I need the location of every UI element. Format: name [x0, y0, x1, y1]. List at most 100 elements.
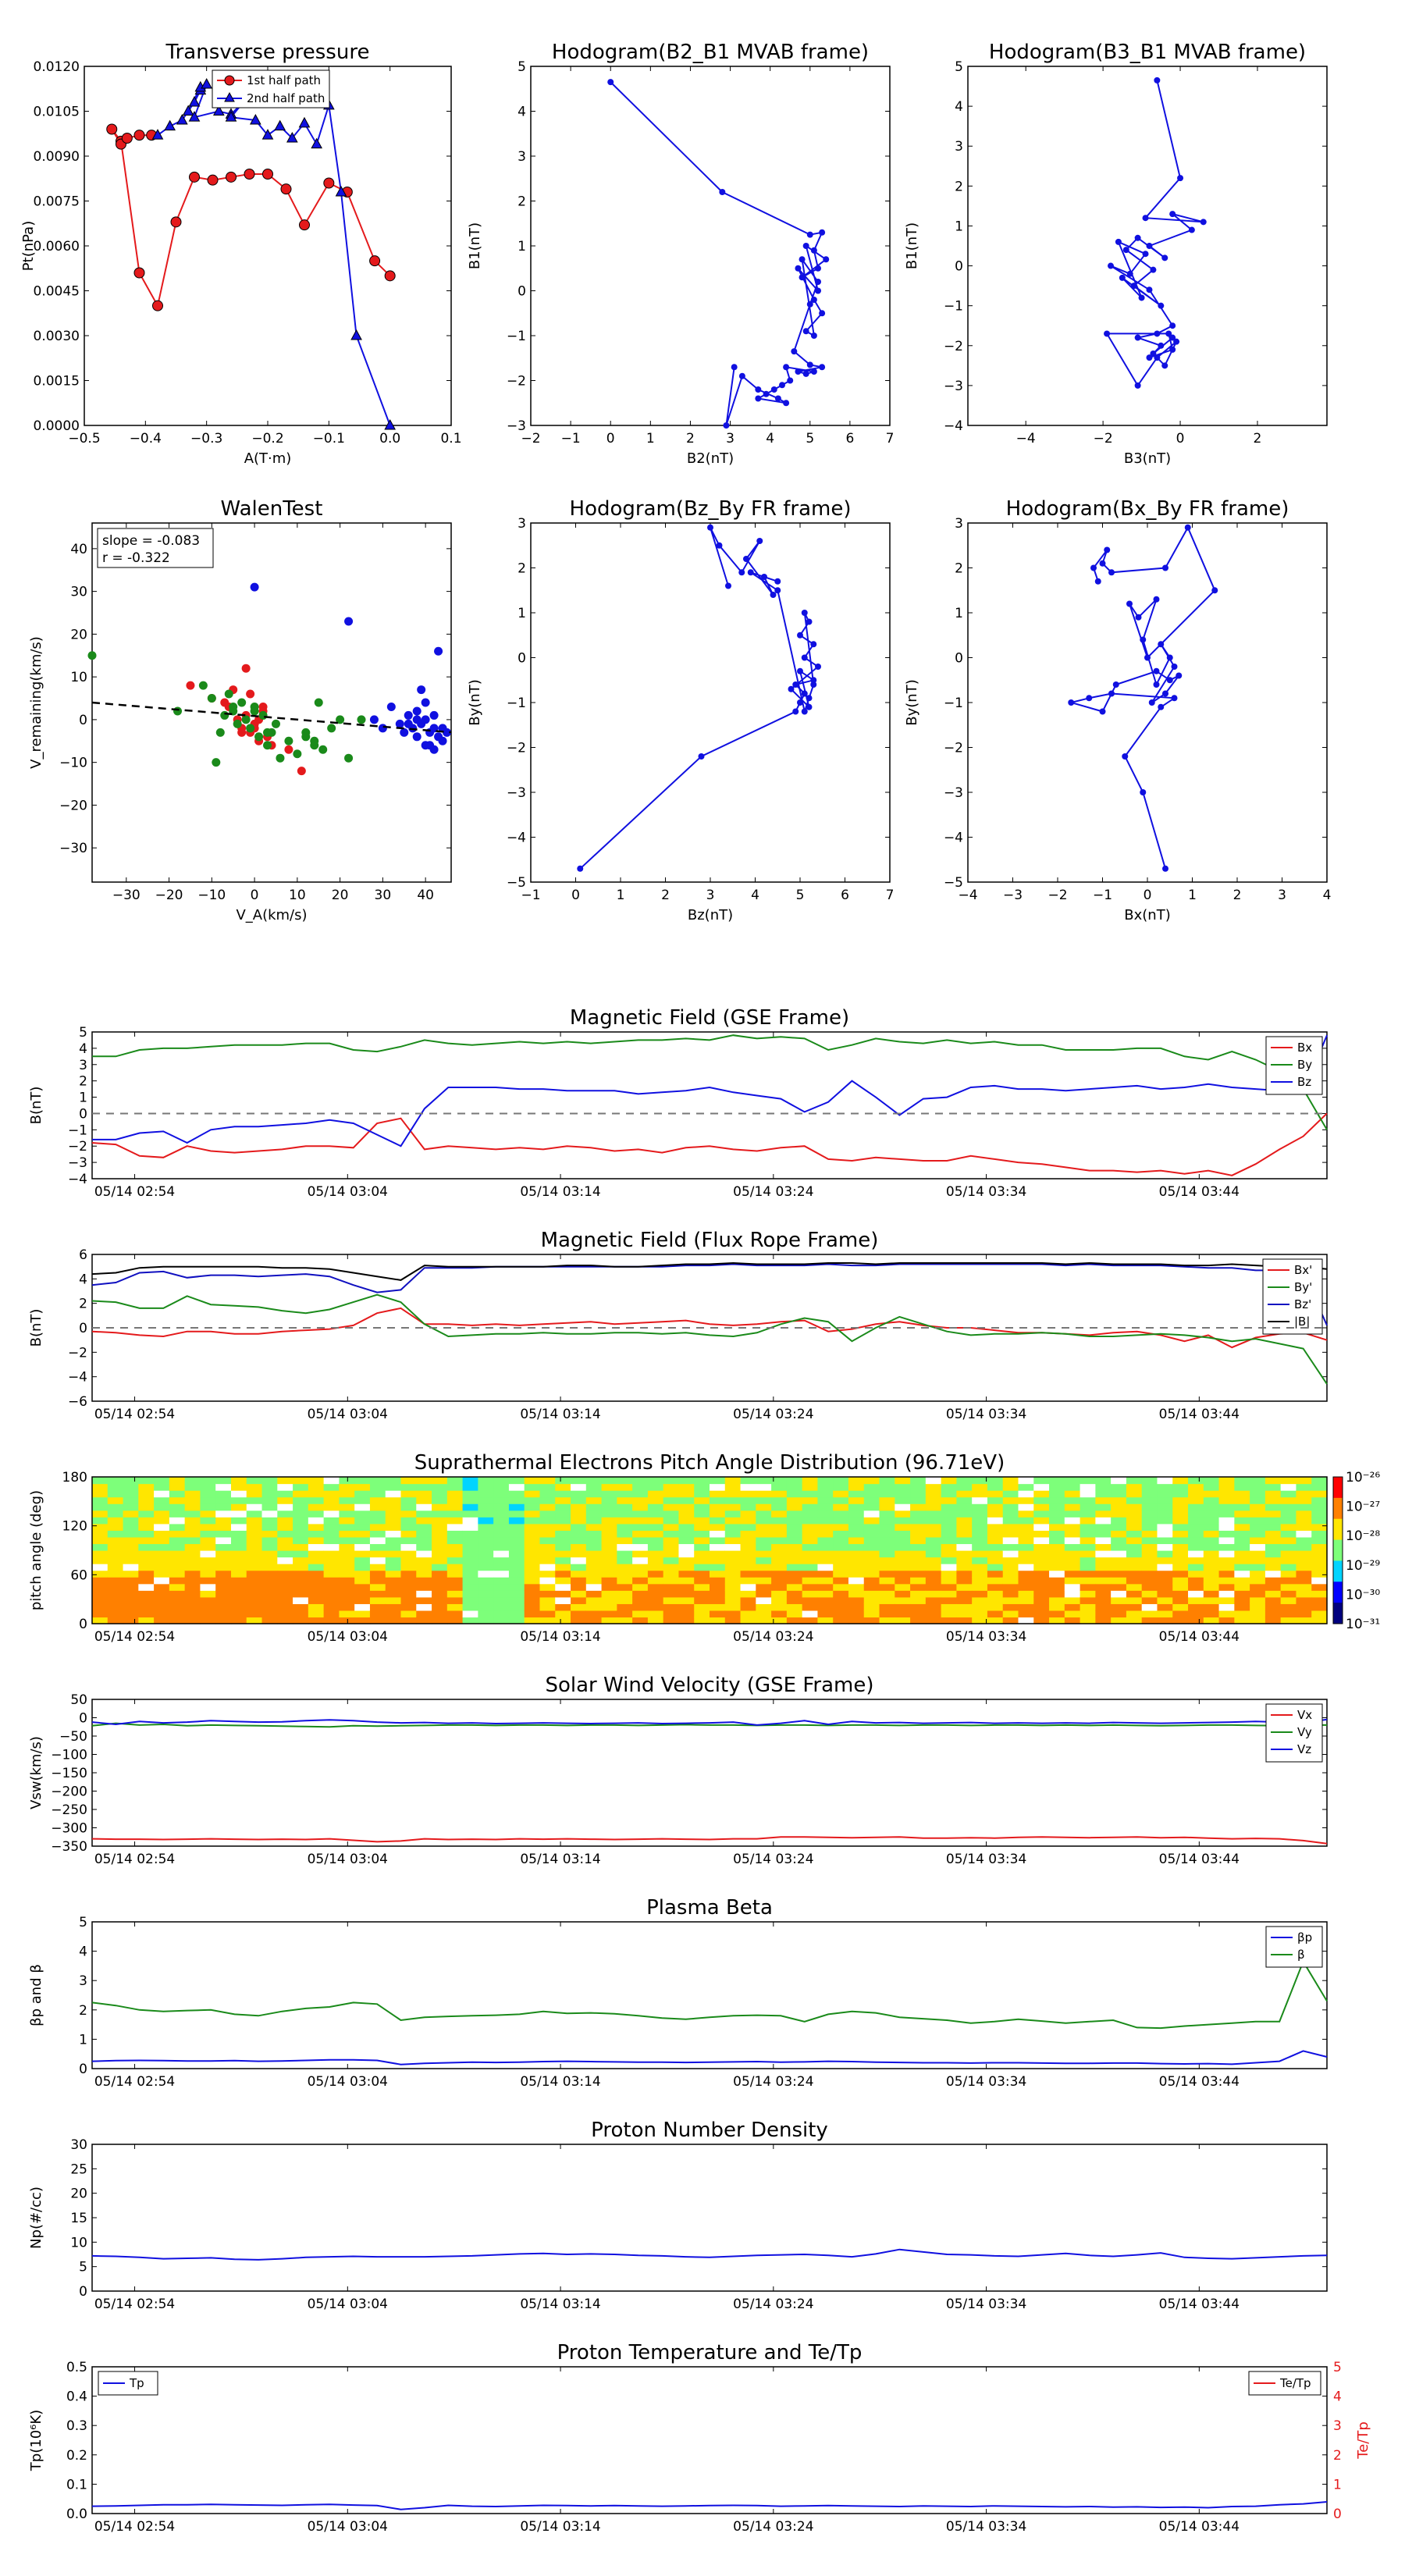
pad-cell-57-7: [972, 1570, 988, 1578]
pad-cell-8-20: [215, 1483, 232, 1491]
pad-cell-61-18: [1033, 1496, 1050, 1504]
pad-cell-60-11: [1018, 1543, 1034, 1551]
pad-cell-29-6: [539, 1577, 556, 1585]
pad-cell-7-14: [200, 1523, 216, 1531]
temp-ytick-label-2: 0.2: [66, 2448, 87, 2464]
pad-cell-35-18: [632, 1496, 649, 1504]
pad-cell-12-2: [277, 1603, 293, 1611]
pad-cell-6-21: [184, 1477, 201, 1485]
pad-cell-29-4: [539, 1590, 556, 1598]
pad-cell-36-16: [647, 1510, 664, 1517]
pad-cell-66-2: [1111, 1603, 1127, 1611]
pad-cell-43-17: [756, 1503, 772, 1511]
pad-cell-23-19: [446, 1490, 464, 1498]
pad-cell-69-2: [1157, 1603, 1173, 1611]
temp-ytick-label-3: 0.3: [66, 2418, 87, 2434]
mag-fr-ytick-label-5: 4: [79, 1272, 87, 1287]
pad-cell-43-11: [756, 1543, 772, 1551]
pad-cell-52-7: [895, 1570, 911, 1578]
walen-point-green-2: [198, 681, 208, 690]
pad-cell-40-12: [710, 1536, 726, 1545]
pad-cell-75-21: [1250, 1477, 1266, 1485]
pad-cell-0-4: [92, 1590, 108, 1598]
pad-cell-33-5: [601, 1583, 617, 1591]
pad-cell-53-18: [910, 1496, 927, 1504]
pad-cell-6-15: [184, 1517, 201, 1525]
pad-cell-28-4: [524, 1590, 541, 1598]
pad-cell-64-14: [1080, 1523, 1096, 1531]
transverse-point-s1-9: [212, 105, 225, 116]
pad-cell-61-14: [1033, 1523, 1050, 1531]
pad-cell-19-14: [385, 1523, 402, 1531]
pad-cell-24-1: [462, 1610, 478, 1618]
pad-cell-77-7: [1280, 1570, 1297, 1578]
pad-cell-16-2: [339, 1603, 355, 1611]
pad-cell-26-4: [493, 1590, 510, 1598]
pad-cell-52-3: [895, 1596, 911, 1604]
pad-cell-7-18: [200, 1496, 216, 1504]
pad-cell-71-20: [1188, 1483, 1204, 1491]
pad-cell-46-20: [802, 1483, 819, 1491]
pad-cell-43-12: [756, 1536, 772, 1545]
mag-fr-ytick-label-0: −6: [68, 1394, 87, 1410]
pad-cell-68-19: [1141, 1490, 1158, 1498]
pad-cell-51-0: [879, 1617, 895, 1624]
hodo-bzby-point-10: [815, 664, 821, 670]
pad-cell-18-17: [369, 1503, 386, 1511]
pad-cell-63-2: [1064, 1603, 1081, 1611]
transverse-point-s0-18: [133, 130, 145, 141]
pad-cell-16-5: [339, 1583, 355, 1591]
walen-point-red-19: [237, 728, 247, 737]
pad-cell-13-21: [293, 1477, 309, 1485]
pad-cell-8-11: [215, 1543, 232, 1551]
pad-cell-67-3: [1126, 1596, 1143, 1604]
pad-cell-20-9: [400, 1557, 417, 1564]
pad-cell-1-10: [107, 1550, 124, 1558]
pad-cell-49-2: [848, 1603, 865, 1611]
hodo-bxby-point-14: [1148, 699, 1155, 706]
pad-cell-37-9: [663, 1557, 680, 1564]
pad-cell-16-0: [339, 1617, 355, 1624]
pad-cell-17-15: [354, 1517, 371, 1525]
pad-cell-25-18: [478, 1496, 494, 1504]
mag-fr-series-3: [91, 1261, 1328, 1281]
pad-cell-52-4: [895, 1590, 911, 1598]
walen-point-green-10: [246, 724, 255, 733]
pad-cell-30-19: [555, 1490, 571, 1498]
pad-cell-58-8: [987, 1564, 1004, 1571]
pad-cell-41-18: [724, 1496, 742, 1504]
pad-cell-77-18: [1280, 1496, 1297, 1504]
pad-cell-68-21: [1141, 1477, 1158, 1485]
beta-title: Plasma Beta: [646, 1896, 773, 1920]
pad-cell-44-16: [771, 1510, 788, 1517]
pad-cell-37-5: [663, 1583, 680, 1591]
mag-fr-xtick-label-3: 05/14 03:24: [733, 1407, 813, 1422]
hodo-b3b1-ytick-label-8: 4: [955, 99, 963, 115]
pad-cell-18-4: [369, 1590, 386, 1598]
pad-cell-30-4: [555, 1590, 571, 1598]
pad-cell-57-16: [972, 1510, 988, 1517]
pad-cell-45-3: [786, 1596, 803, 1604]
pad-cell-13-19: [293, 1490, 309, 1498]
vsw-ytick-label-3: −200: [51, 1784, 87, 1800]
pad-cell-11-12: [261, 1536, 278, 1545]
pad-cell-6-3: [184, 1596, 201, 1604]
hodo-b2b1-point-26: [779, 382, 785, 389]
pad-cell-44-12: [771, 1536, 788, 1545]
pad-cell-74-10: [1234, 1550, 1250, 1558]
pad-cell-35-0: [632, 1617, 649, 1624]
pad-cell-64-9: [1080, 1557, 1096, 1564]
pad-cell-0-2: [92, 1603, 108, 1611]
pad-cell-51-12: [879, 1536, 895, 1545]
pad-cell-28-3: [524, 1596, 541, 1604]
pad-cell-47-20: [817, 1483, 834, 1491]
pad-cell-49-4: [848, 1590, 865, 1598]
pad-cell-78-11: [1296, 1543, 1312, 1551]
pad-cell-10-7: [246, 1570, 263, 1578]
hodo-b2b1-point-9: [815, 287, 821, 294]
pad-cell-74-17: [1234, 1503, 1250, 1511]
vsw-xtick-label-0: 05/14 02:54: [94, 1852, 175, 1867]
hodo-b2b1-point-14: [810, 333, 817, 339]
pad-cell-18-1: [369, 1610, 386, 1618]
pad-cell-69-15: [1157, 1517, 1173, 1525]
